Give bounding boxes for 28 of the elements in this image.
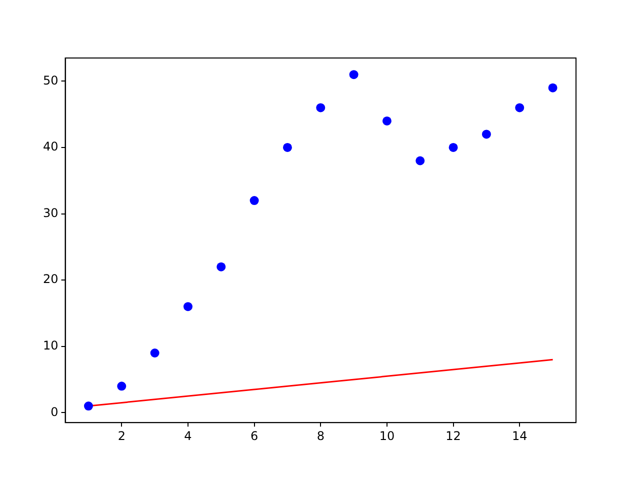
point — [117, 382, 126, 391]
x-tick-label: 8 — [316, 428, 324, 443]
x-tick-label: 2 — [118, 428, 126, 443]
point — [349, 70, 358, 80]
point — [416, 156, 425, 166]
point — [282, 142, 292, 152]
x-tick-label: 6 — [250, 428, 258, 443]
point — [482, 130, 491, 139]
x-tick-label: 10 — [379, 428, 395, 443]
point — [515, 103, 524, 112]
point — [84, 402, 93, 411]
point — [548, 83, 558, 92]
x-tick-label: 14 — [512, 428, 528, 443]
y-tick-label: 30 — [42, 206, 58, 220]
x-tick-label: 12 — [446, 428, 461, 443]
point — [316, 103, 326, 112]
point — [183, 302, 192, 312]
point — [150, 348, 160, 358]
point — [448, 142, 458, 152]
y-tick-label: 40 — [42, 140, 58, 154]
y-tick-label: 10 — [42, 338, 58, 352]
y-tick-label: 0 — [50, 404, 58, 419]
point — [216, 262, 226, 272]
y-tick-label: 20 — [42, 272, 58, 286]
point — [250, 196, 259, 206]
point — [382, 116, 392, 126]
y-tick-label: 50 — [42, 73, 58, 88]
x-tick-label: 4 — [184, 428, 192, 443]
